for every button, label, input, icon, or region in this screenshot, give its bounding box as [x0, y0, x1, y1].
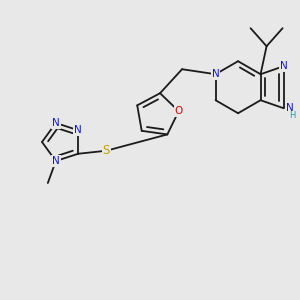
- Text: N: N: [74, 125, 82, 135]
- Text: H: H: [290, 111, 296, 120]
- Text: N: N: [212, 69, 219, 79]
- Text: N: N: [280, 61, 287, 71]
- Text: N: N: [52, 118, 60, 128]
- Text: O: O: [175, 106, 183, 116]
- Text: N: N: [52, 156, 60, 166]
- Text: S: S: [103, 144, 110, 157]
- Text: N: N: [286, 103, 293, 113]
